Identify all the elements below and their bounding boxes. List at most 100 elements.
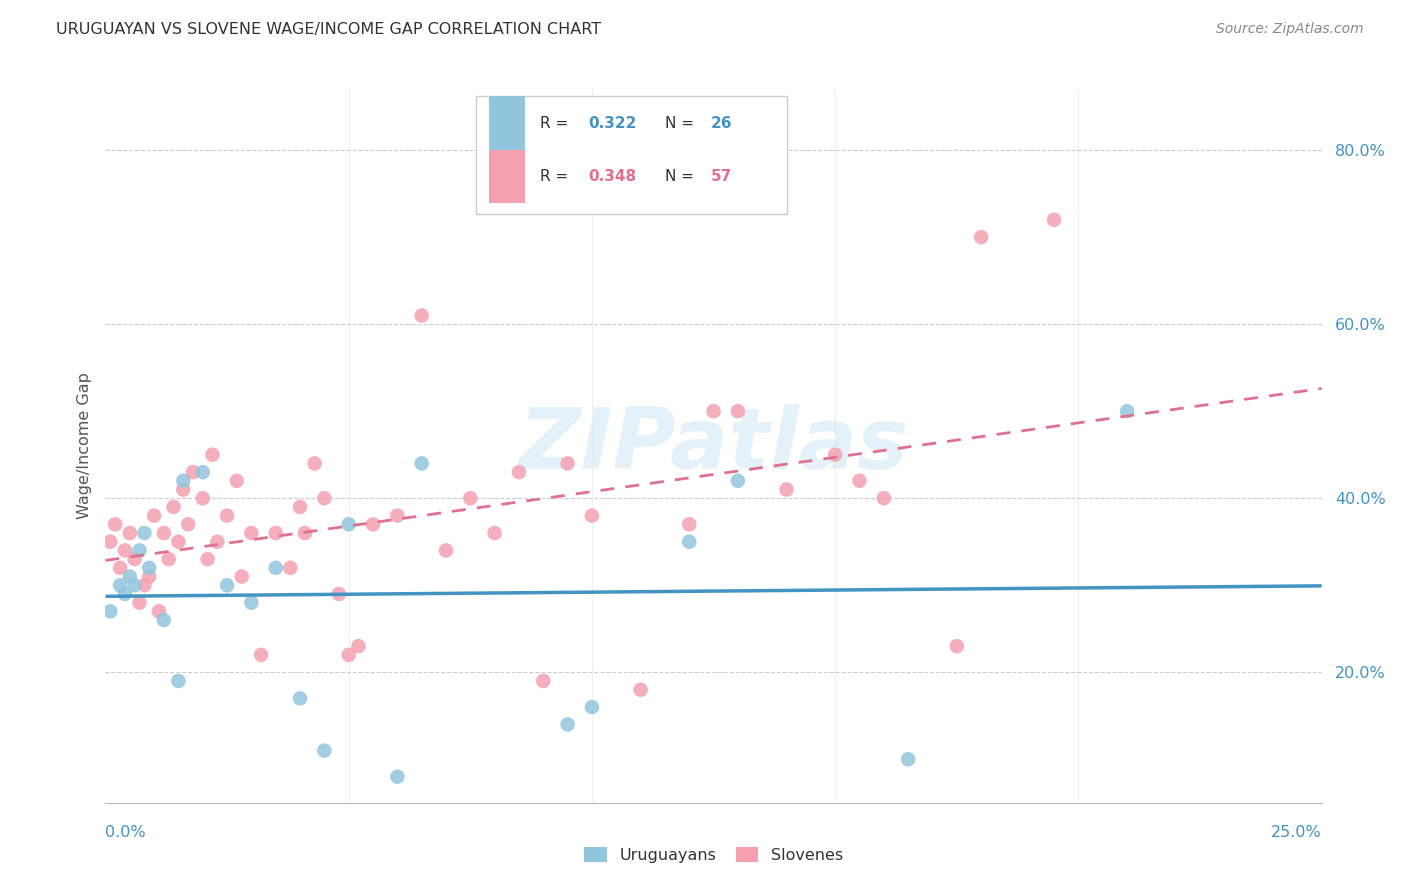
Point [143,508,166,523]
Point [201,448,224,462]
Point [217,508,239,523]
Point [702,404,725,418]
Point [153,613,176,627]
Point [848,474,870,488]
Y-axis label: Wage/Income Gap: Wage/Income Gap [76,373,91,519]
Point [294,526,316,541]
Point [557,457,579,471]
Point [104,517,127,532]
Text: 57: 57 [711,169,733,184]
Point [217,578,239,592]
Point [727,404,749,418]
Point [177,517,200,532]
Point [278,561,301,575]
Point [128,543,150,558]
Text: R =: R = [540,116,572,130]
Point [314,743,336,757]
Point [387,508,409,523]
Point [108,561,131,575]
Bar [488,150,524,203]
Point [114,543,136,558]
Point [945,639,967,653]
Point [264,561,287,575]
Point [727,474,749,488]
Point [138,569,160,583]
Point [314,491,336,506]
Point [337,648,360,662]
Point [124,552,146,566]
Point [207,534,229,549]
Point [240,596,263,610]
Point [678,534,700,549]
Point [108,578,131,592]
Point [347,639,370,653]
Point [824,448,846,462]
Point [458,491,481,506]
Point [118,526,141,541]
Point [98,534,121,549]
Point [118,569,141,583]
Point [98,604,121,618]
Point [897,752,920,766]
Text: URUGUAYAN VS SLOVENE WAGE/INCOME GAP CORRELATION CHART: URUGUAYAN VS SLOVENE WAGE/INCOME GAP COR… [56,22,602,37]
Point [411,457,433,471]
Point [157,552,180,566]
Text: 26: 26 [711,116,733,130]
Point [411,309,433,323]
FancyBboxPatch shape [477,96,786,214]
Point [678,517,700,532]
Point [172,483,194,497]
Point [191,491,214,506]
Text: 25.0%: 25.0% [1271,825,1322,840]
Point [337,517,360,532]
Point [197,552,219,566]
Point [250,648,273,662]
Text: 0.322: 0.322 [588,116,637,130]
Point [240,526,263,541]
Point [138,561,160,575]
Point [873,491,896,506]
Point [167,673,190,688]
Text: ZIPatlas: ZIPatlas [519,404,908,488]
Point [288,691,311,706]
Point [231,569,253,583]
Point [1043,212,1066,227]
Text: R =: R = [540,169,572,184]
Point [630,682,652,697]
Point [153,526,176,541]
Point [225,474,247,488]
Point [162,500,184,514]
Point [970,230,993,244]
Point [328,587,350,601]
Point [264,526,287,541]
Point [557,717,579,731]
Point [304,457,326,471]
Point [148,604,170,618]
Point [172,474,194,488]
Point [191,465,214,479]
Point [581,508,603,523]
Text: N =: N = [665,169,699,184]
Point [134,526,156,541]
Legend: Uruguayans, Slovenes: Uruguayans, Slovenes [585,847,842,863]
Point [181,465,204,479]
Point [361,517,384,532]
Point [124,578,146,592]
Bar [488,96,524,150]
Point [581,700,603,714]
Text: 0.348: 0.348 [588,169,637,184]
Text: Source: ZipAtlas.com: Source: ZipAtlas.com [1216,22,1364,37]
Point [288,500,311,514]
Point [128,596,150,610]
Point [1116,404,1139,418]
Point [134,578,156,592]
Text: 0.0%: 0.0% [105,825,146,840]
Point [387,770,409,784]
Point [484,526,506,541]
Point [775,483,797,497]
Point [434,543,457,558]
Point [531,673,554,688]
Text: N =: N = [665,116,699,130]
Point [508,465,530,479]
Point [114,587,136,601]
